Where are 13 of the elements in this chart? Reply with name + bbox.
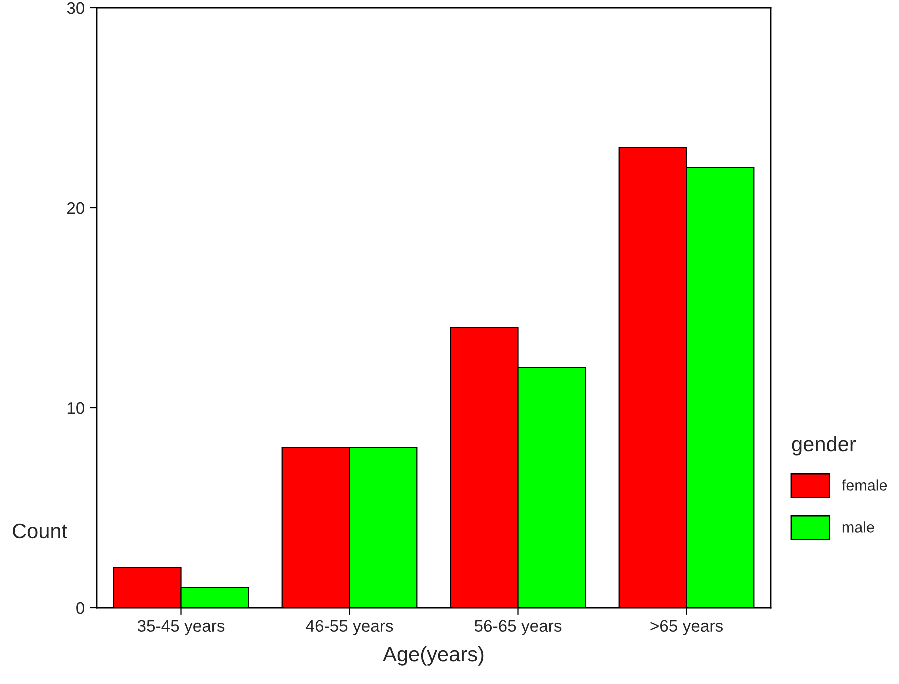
legend-title: gender [792, 436, 856, 456]
legend-label: male [842, 522, 874, 533]
legend-label: female [842, 480, 888, 491]
y-tick-label: 20 [67, 202, 85, 214]
x-tick-label: 46-55 years [306, 620, 394, 636]
y-tick-label: 30 [67, 2, 85, 14]
x-tick-label: 35-45 years [138, 620, 225, 636]
x-axis-title: Age(years) [383, 646, 484, 666]
x-tick-label: 56-65 years [474, 620, 562, 636]
y-tick-label: 10 [68, 402, 85, 414]
y-axis-title: Count [13, 524, 68, 539]
y-tick-label: 0 [76, 602, 85, 614]
x-tick-label: >65 years [650, 620, 723, 636]
